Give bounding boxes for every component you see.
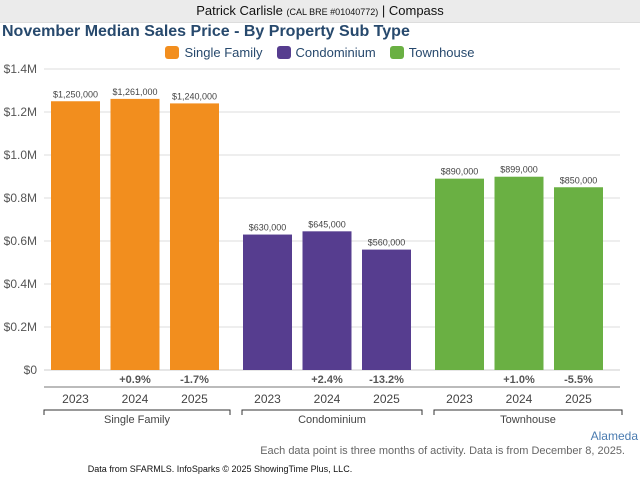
bar-single-family-2025 [170, 103, 219, 371]
bar-condominium-2023 [243, 234, 292, 370]
data-label: $850,000 [560, 175, 598, 185]
legend-swatch-single-family [165, 46, 180, 59]
legend-label: Single Family [184, 45, 263, 60]
data-label: $645,000 [308, 219, 346, 229]
legend-item-townhouse[interactable]: Townhouse [389, 45, 475, 60]
group-label: Condominium [298, 414, 366, 426]
y-tick-label: $1.4M [4, 62, 37, 76]
x-tick-label: 2023 [254, 392, 281, 406]
change-label: +1.0% [503, 374, 535, 386]
legend-label: Townhouse [408, 45, 475, 60]
data-label: $1,240,000 [172, 91, 217, 101]
group-label: Single Family [104, 414, 171, 426]
x-tick-label: 2025 [373, 392, 400, 406]
y-tick-label: $1.0M [4, 148, 37, 162]
bar-single-family-2024 [110, 98, 160, 370]
credit-text: Data from SFARMLS. InfoSparks © 2025 Sho… [87, 464, 353, 474]
legend-swatch-condominium [276, 46, 291, 59]
x-tick-label: 2024 [506, 392, 533, 406]
y-tick-label: $0.6M [4, 234, 37, 248]
data-note: Each data point is three months of activ… [260, 445, 625, 457]
bar-townhouse-2024 [494, 176, 544, 370]
y-tick-label: $0.2M [4, 320, 37, 334]
group-bracket [433, 409, 623, 415]
brokerage-name: Compass [388, 3, 444, 18]
legend-label: Condominium [295, 45, 376, 60]
data-label: $630,000 [249, 223, 287, 233]
region-label: Alameda [590, 429, 638, 443]
agent-header: Patrick Carlisle (CAL BRE #01040772) | C… [0, 0, 640, 23]
bar-condominium-2024 [302, 231, 352, 370]
x-tick-label: 2024 [314, 392, 341, 406]
y-tick-label: $1.2M [4, 105, 37, 119]
x-tick-label: 2023 [62, 392, 89, 406]
y-tick-label: $0.4M [4, 277, 37, 291]
data-label: $890,000 [441, 167, 479, 177]
x-tick-label: 2024 [122, 392, 149, 406]
chart-legend: Single Family Condominium Townhouse [0, 45, 640, 60]
bar-chart: $0 $0.2M $0.4M $0.6M $0.8M $1.0M $1.2M $1.4M $1,… [4, 62, 623, 426]
bar-townhouse-2025 [554, 187, 603, 370]
legend-item-single-family[interactable]: Single Family [165, 45, 263, 60]
data-credit: Data from SFARMLS. InfoSparks © 2025 Sho… [0, 464, 640, 474]
group-bracket [241, 409, 423, 415]
data-label: $560,000 [368, 238, 406, 248]
change-label: +0.9% [119, 374, 151, 386]
data-label: $1,261,000 [112, 87, 157, 97]
y-tick-label: $0 [24, 363, 38, 377]
header-separator: | [381, 3, 386, 18]
legend-item-condominium[interactable]: Condominium [276, 45, 376, 60]
change-label: -5.5% [564, 374, 593, 386]
agent-license: (CAL BRE #01040772) [286, 7, 379, 17]
bar-condominium-2025 [362, 249, 411, 370]
data-label: $1,250,000 [53, 89, 98, 99]
agent-name: Patrick Carlisle [196, 3, 283, 18]
x-tick-label: 2025 [181, 392, 208, 406]
change-label: -1.7% [180, 374, 209, 386]
bar-townhouse-2023 [435, 178, 484, 370]
group-label: Townhouse [500, 414, 556, 426]
group-bracket [43, 409, 231, 415]
bar-single-family-2023 [51, 101, 100, 370]
change-label: -13.2% [369, 374, 404, 386]
x-tick-label: 2025 [565, 392, 592, 406]
chart-title: November Median Sales Price - By Propert… [2, 23, 410, 40]
y-tick-label: $0.8M [4, 191, 37, 205]
x-tick-label: 2023 [446, 392, 473, 406]
legend-swatch-townhouse [389, 46, 404, 59]
change-label: +2.4% [311, 374, 343, 386]
data-label: $899,000 [500, 165, 538, 175]
